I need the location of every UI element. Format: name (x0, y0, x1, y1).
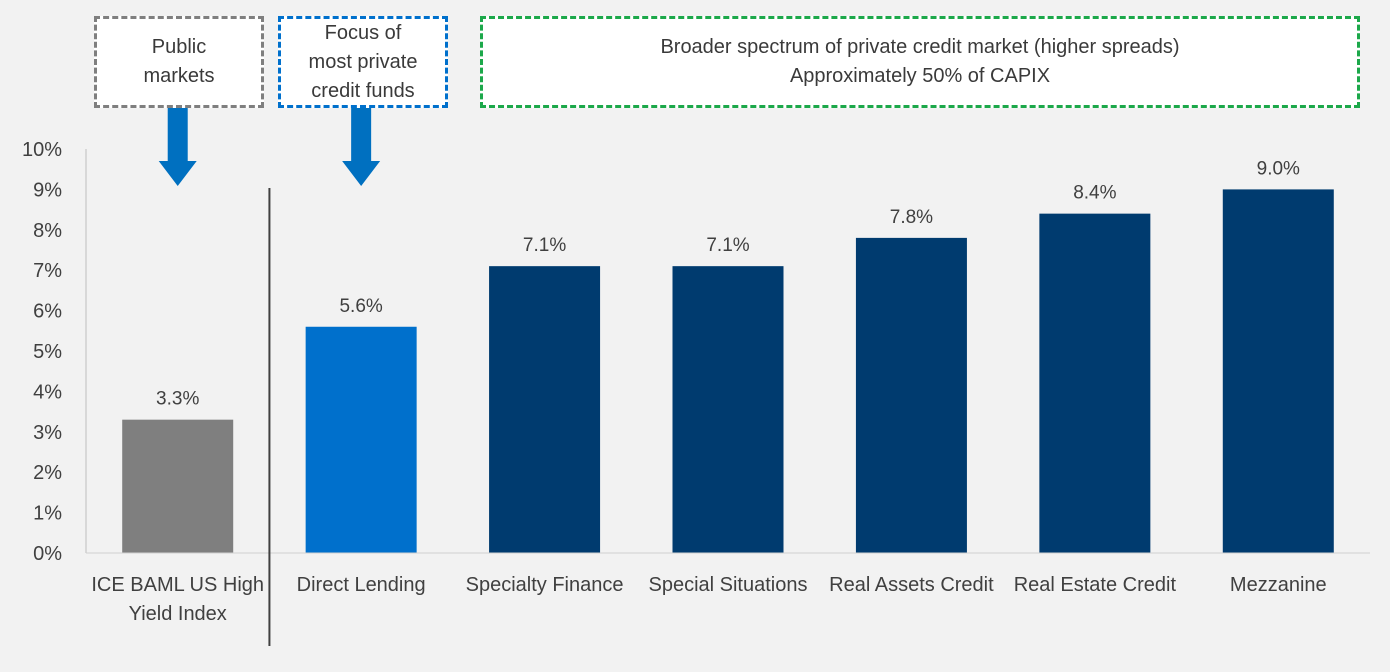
x-category-label: Special Situations (649, 574, 808, 596)
y-axis: 0% 1% 2% 3% 4% 5% 6% 7% 8% 9% 10% (22, 139, 87, 565)
y-tick-label: 6% (33, 301, 62, 323)
bar (122, 419, 234, 553)
y-tick-label: 4% (33, 381, 62, 403)
direct-lending-arrow (342, 108, 381, 186)
y-tick-label: 8% (33, 220, 62, 242)
focus-box-line-1: Focus of (324, 21, 402, 44)
bars (122, 189, 1334, 553)
focus-box-line-2: most private (308, 50, 418, 73)
bar-value-label: 7.1% (523, 235, 566, 256)
bar (305, 326, 417, 553)
arrows (158, 108, 381, 186)
y-tick-label: 3% (33, 422, 62, 444)
broader-box-line-2: Approximately 50% of CAPIX (789, 65, 1051, 87)
bar-value-label: 8.4% (1073, 183, 1116, 204)
public-markets-arrow (158, 108, 197, 186)
data-labels: 3.3% 5.6% 7.1% 7.1% 7.8% 8.4% 9.0% (156, 158, 1300, 409)
x-axis: ICE BAML US High Yield Index Direct Lendin… (86, 188, 1370, 646)
x-category-label: Mezzanine (1230, 574, 1327, 596)
y-tick-label: 9% (33, 179, 62, 201)
x-category-label: Yield Index (129, 603, 227, 625)
bar-value-label: 7.8% (890, 207, 933, 228)
focus-box-line-3: credit funds (311, 79, 415, 102)
y-tick-label: 1% (33, 503, 62, 525)
x-category-label: Real Assets Credit (829, 574, 994, 596)
y-tick-label: 0% (33, 543, 62, 565)
bar-value-label: 5.6% (339, 296, 382, 317)
y-tick-label: 2% (33, 462, 62, 484)
direct-lending-focus-box: Focus of most private credit funds (278, 16, 448, 108)
bar-value-label: 7.1% (706, 235, 749, 256)
bar (1039, 213, 1151, 553)
bar (489, 266, 601, 553)
y-tick-label: 10% (22, 139, 62, 161)
broader-spectrum-box: Broader spectrum of private credit marke… (480, 16, 1360, 108)
y-tick-label: 7% (33, 260, 62, 282)
broader-box-line-1: Broader spectrum of private credit marke… (660, 36, 1180, 58)
bar-value-label: 3.3% (156, 389, 199, 410)
x-category-label: Real Estate Credit (1014, 574, 1177, 596)
bar (855, 237, 967, 553)
x-category-label: Specialty Finance (466, 574, 624, 596)
y-tick-label: 5% (33, 341, 62, 363)
public-markets-line-1: Public (151, 36, 207, 58)
public-markets-line-2: markets (143, 65, 215, 87)
bar-value-label: 9.0% (1257, 158, 1300, 179)
x-category-label: ICE BAML US High (91, 574, 264, 596)
public-markets-box: Public markets (94, 16, 264, 108)
bar (672, 266, 784, 553)
x-category-label: Direct Lending (297, 574, 426, 596)
bar (1222, 189, 1334, 553)
